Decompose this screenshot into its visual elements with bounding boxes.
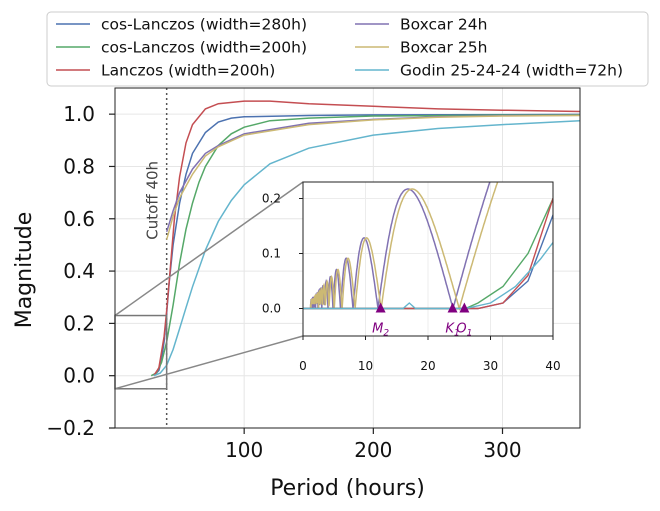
main-ticks: 100 200 300−0.20.00.20.40.60.81.0 — [46, 102, 521, 462]
series-line — [153, 113, 581, 377]
y-tick-label: 0.2 — [63, 311, 95, 335]
series-line — [165, 114, 581, 240]
x-tick-label: 100 — [225, 438, 263, 462]
inset-x-tick-label: 10 — [358, 359, 373, 373]
inset-y-tick-label: 0.2 — [262, 192, 281, 206]
inset-x-tick-label: 40 — [545, 359, 560, 373]
inset-y-tick-label: 0.0 — [262, 302, 281, 316]
legend-entry: cos-Lanczos (width=280h) — [101, 16, 307, 34]
y-axis-label: Magnitude — [12, 212, 37, 329]
y-tick-label: 0.4 — [63, 259, 95, 283]
series-line — [153, 100, 581, 377]
legend-box — [46, 11, 649, 87]
cutoff-layer: Cutoff 40h — [144, 88, 168, 428]
legend-entry: Boxcar 24h — [400, 16, 487, 34]
inset-x-tick-label: 30 — [483, 359, 498, 373]
tidal-marker-icon — [447, 302, 458, 313]
legend-entry: Boxcar 25h — [400, 39, 487, 57]
y-tick-label: 0.0 — [63, 364, 95, 388]
y-tick-label: −0.2 — [46, 416, 95, 440]
inset-series-line — [309, 182, 491, 312]
tidal-marker-icon — [375, 302, 386, 313]
legend-entry: cos-Lanczos (width=200h) — [101, 39, 307, 57]
inset-series-line — [309, 182, 499, 311]
main-plot-frame — [114, 87, 581, 429]
x-tick-label: 300 — [483, 438, 521, 462]
cutoff-label: Cutoff 40h — [144, 161, 162, 240]
y-tick-label: 0.6 — [63, 207, 95, 231]
x-axis-label: Period (hours) — [270, 476, 425, 501]
series-line — [153, 119, 581, 377]
legend-entry: Lanczos (width=200h) — [101, 62, 275, 80]
zoom-connector — [114, 335, 304, 390]
tidal-marker-icon — [459, 302, 470, 313]
x-tick-label: 200 — [354, 438, 392, 462]
series-line — [150, 113, 581, 377]
y-tick-label: 0.8 — [63, 154, 95, 178]
legend: cos-Lanczos (width=280h) Boxcar 24h cos-La… — [46, 11, 649, 87]
main-series — [150, 100, 581, 377]
legend-entry: Godin 25-24-24 (width=72h) — [400, 62, 623, 80]
zoom-indicator — [114, 181, 304, 390]
y-tick-label: 1.0 — [63, 102, 95, 126]
inset-x-tick-label: 0 — [299, 359, 307, 373]
inset-x-tick-label: 20 — [420, 359, 435, 373]
zoom-connector — [114, 181, 304, 317]
zoom-box — [114, 314, 168, 390]
inset-y-tick-label: 0.1 — [262, 247, 281, 261]
